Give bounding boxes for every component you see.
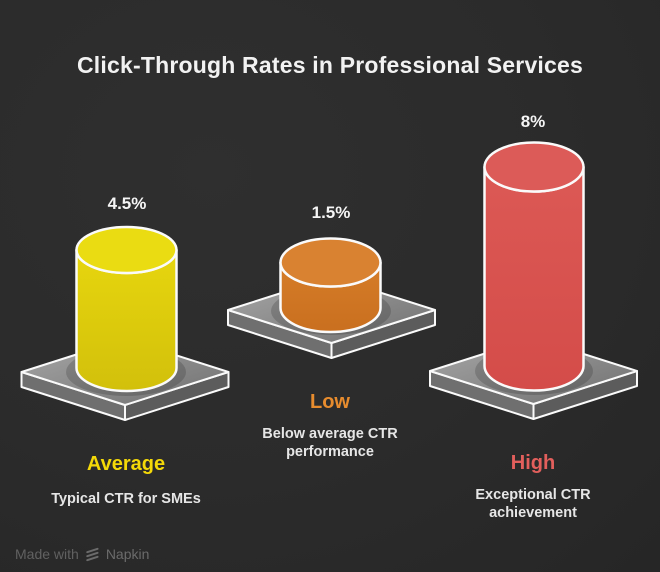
- cylinder-average: [75, 225, 178, 393]
- description-low: Below average CTR performance: [262, 426, 398, 460]
- value-label-low: 1.5%: [311, 203, 351, 222]
- category-label-average: Average: [86, 453, 166, 475]
- watermark-made-with-text: Made with: [15, 546, 79, 562]
- category-label-high: High: [510, 452, 556, 474]
- chart-title: Click-Through Rates in Professional Serv…: [76, 52, 584, 78]
- watermark-brand-text: Napkin: [105, 546, 150, 562]
- description-high: Exceptional CTR achievement: [475, 487, 591, 521]
- watermark: Made with Napkin: [15, 544, 149, 564]
- category-label-low: Low: [310, 391, 350, 413]
- description-average: Typical CTR for SMEs: [51, 491, 201, 507]
- napkin-logo-icon: [86, 547, 99, 561]
- cylinder-low: [279, 237, 382, 334]
- cylinder-high: [483, 141, 585, 392]
- value-label-high: 8%: [520, 112, 546, 131]
- value-label-average: 4.5%: [107, 194, 147, 213]
